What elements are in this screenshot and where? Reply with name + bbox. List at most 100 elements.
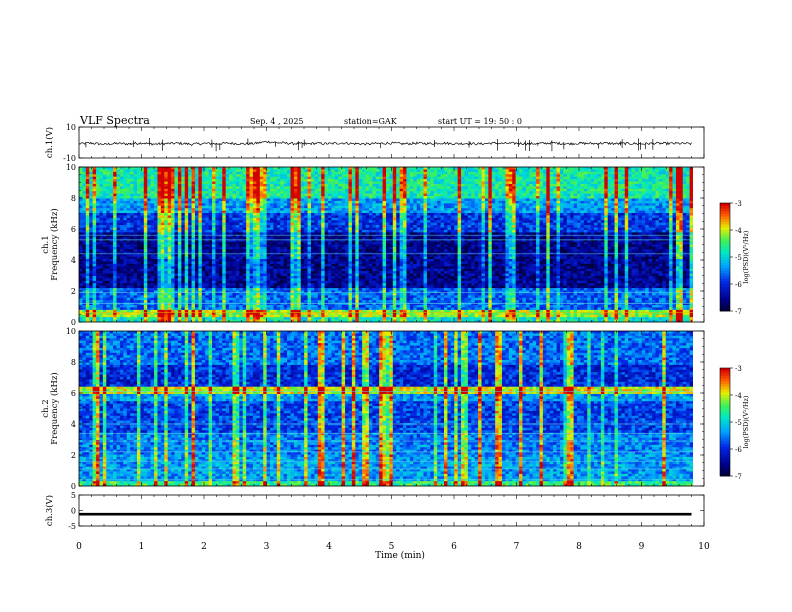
spectrogram-cell (267, 184, 271, 187)
spectrogram-cell (280, 208, 284, 211)
spectrogram-cell (604, 230, 608, 233)
spectrogram-cell (331, 172, 335, 175)
spectrogram-cell (451, 203, 455, 206)
spectrogram-cell (594, 174, 598, 177)
spectrogram-cell (638, 228, 642, 231)
spectrogram-cell (591, 218, 595, 221)
spectrogram-cell (89, 167, 93, 170)
spectrogram-cell (591, 211, 595, 214)
spectrogram-cell (580, 167, 584, 170)
spectrogram-cell (410, 186, 414, 189)
spectrogram-cell (553, 215, 557, 218)
spectrogram-cell (178, 194, 182, 197)
spectrogram-cell (290, 191, 294, 194)
spectrogram-cell (93, 179, 97, 182)
spectrogram-cell (406, 228, 410, 231)
spectrogram-cell (400, 191, 404, 194)
spectrogram-cell (348, 208, 352, 211)
spectrogram-cell (246, 182, 250, 185)
spectrogram-cell (219, 179, 223, 182)
spectrogram-cell (526, 179, 530, 182)
spectrogram-cell (209, 201, 213, 204)
spectrogram-cell (604, 172, 608, 175)
spectrogram-cell (284, 225, 288, 228)
spectrogram-cell (635, 172, 639, 175)
spectrogram-cell (427, 225, 431, 228)
spectrogram-cell (482, 177, 486, 180)
spectrogram-cell (82, 225, 86, 228)
spectrogram-cell (543, 179, 547, 182)
spectrogram-cell (236, 198, 240, 201)
spectrogram-cell (482, 213, 486, 216)
spectrogram-cell (123, 218, 127, 221)
spectrogram-cell (454, 225, 458, 228)
spectrogram-cell (318, 220, 322, 223)
spectrogram-cell (652, 206, 656, 209)
spectrogram-cell (516, 208, 520, 211)
spectrogram-cell (345, 215, 349, 218)
spectrogram-cell (553, 223, 557, 226)
spectrogram-cell (461, 228, 465, 231)
spectrogram-cell (175, 184, 179, 187)
spectrogram-cell (543, 184, 547, 187)
spectrogram-cell (420, 201, 424, 204)
spectrogram-cell (584, 172, 588, 175)
spectrogram-cell (294, 186, 298, 189)
spectrogram-cell (406, 225, 410, 228)
spectrogram-cell (396, 213, 400, 216)
spectrogram-cell (379, 169, 383, 172)
spectrogram-cell (331, 182, 335, 185)
spectrogram-cell (396, 186, 400, 189)
spectrogram-cell (574, 213, 578, 216)
spectrogram-cell (246, 191, 250, 194)
spectrogram-cell (202, 169, 206, 172)
spectrogram-cell (270, 177, 274, 180)
spectrogram-cell (342, 203, 346, 206)
spectrogram-cell (270, 182, 274, 185)
spectrogram-cell (560, 225, 564, 228)
spectrogram-cell (325, 223, 329, 226)
spectrogram-cell (512, 172, 516, 175)
spectrogram-cell (594, 177, 598, 180)
spectrogram-cell (386, 182, 390, 185)
spectrogram-cell (287, 218, 291, 221)
spectrogram-cell (253, 198, 257, 201)
spectrogram-cell (690, 182, 694, 185)
spectrogram-cell (437, 184, 441, 187)
spectrogram-cell (168, 182, 172, 185)
spectrogram-cell (144, 198, 148, 201)
spectrogram-cell (345, 213, 349, 216)
spectrogram-cell (239, 220, 243, 223)
spectrogram-cell (260, 182, 264, 185)
spectrogram-cell (273, 230, 277, 233)
spectrogram-cell (406, 203, 410, 206)
spectrogram-cell (557, 179, 561, 182)
spectrogram-cell (325, 215, 329, 218)
spectrogram-cell (110, 198, 114, 201)
spectrogram-cell (277, 228, 281, 231)
spectrogram-cell (308, 211, 312, 214)
spectrogram-cell (676, 194, 680, 197)
spectrogram-cell (645, 208, 649, 211)
spectrogram-cell (171, 186, 175, 189)
spectrogram-cell (577, 182, 581, 185)
spectrogram-cell (550, 177, 554, 180)
spectrogram-cell (604, 201, 608, 204)
spectrogram-cell (454, 174, 458, 177)
spectrogram-cell (328, 167, 332, 170)
spectrogram-cell (686, 201, 690, 204)
spectrogram-cell (372, 218, 376, 221)
spectrogram-cell (495, 203, 499, 206)
spectrogram-cell (594, 223, 598, 226)
spectrogram-cell (376, 211, 380, 214)
spectrogram-cell (632, 194, 636, 197)
spectrogram-cell (495, 177, 499, 180)
spectrogram-cell (79, 186, 83, 189)
spectrogram-cell (181, 196, 185, 199)
spectrogram-cell (345, 179, 349, 182)
spectrogram-cell (597, 206, 601, 209)
spectrogram-cell (430, 177, 434, 180)
spectrogram-cell (461, 223, 465, 226)
spectrogram-cell (690, 172, 694, 175)
spectrogram-cell (574, 201, 578, 204)
